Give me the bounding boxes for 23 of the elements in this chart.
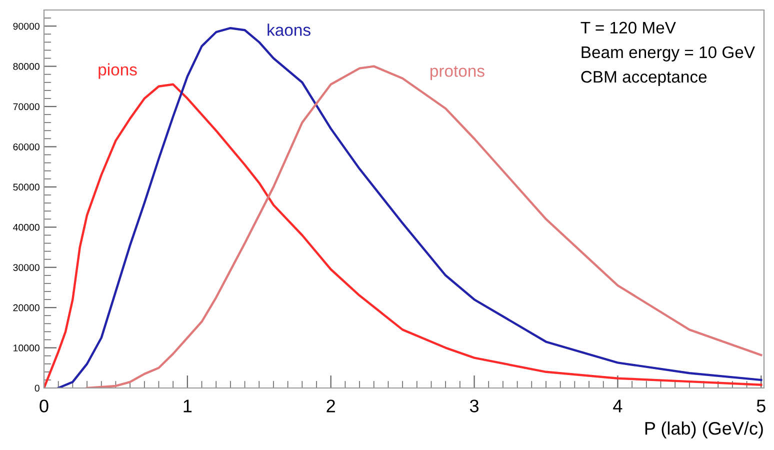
y-tick-label: 30000 (13, 264, 40, 271)
y-tick-label: 40000 (13, 224, 40, 231)
annotation: CBM acceptance (581, 70, 707, 86)
x-tick-label: 5 (756, 400, 766, 412)
x-tick-label: 4 (613, 400, 622, 412)
x-tick-label: 1 (184, 400, 192, 412)
y-tick-label: 50000 (13, 184, 40, 191)
y-tick-label: 20000 (13, 304, 40, 312)
annotation: T = 120 MeV (580, 22, 676, 34)
y-tick-label: 90000 (13, 22, 40, 30)
series-label: kaons (268, 24, 310, 36)
x-tick-label: 2 (326, 400, 335, 412)
y-tick-label: 70000 (13, 103, 40, 110)
y-tick-label: 0 (34, 384, 40, 392)
series-label: pions (98, 63, 137, 79)
y-tick-label: 10000 (14, 344, 40, 352)
series-label: protons (430, 66, 484, 80)
y-tick-label: 80000 (13, 63, 40, 70)
annotation: Beam energy = 10 GeV (582, 46, 755, 62)
x-axis-title: P (lab) (GeV/c) (645, 422, 763, 438)
x-tick-label: 0 (40, 400, 48, 412)
y-tick-label: 60000 (13, 143, 40, 150)
x-tick-label: 3 (470, 400, 479, 412)
